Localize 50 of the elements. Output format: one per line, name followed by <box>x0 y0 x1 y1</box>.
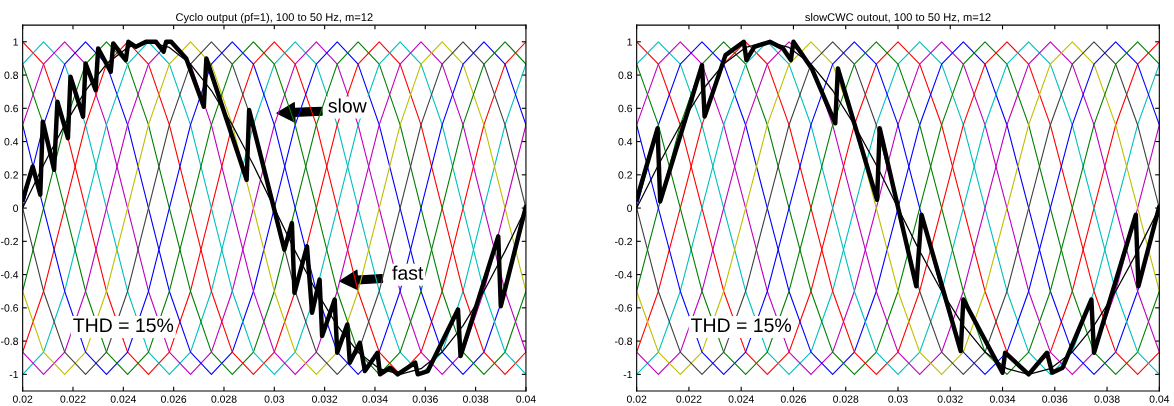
x-tick-label: 0.036 <box>412 395 438 403</box>
y-tick-label: 0.6 <box>618 104 633 113</box>
y-tick-label: -0.4 <box>615 271 633 279</box>
x-tick-label: 0.03 <box>888 395 908 403</box>
annotation: fast <box>392 265 424 280</box>
x-tick-label: 0.032 <box>312 395 338 403</box>
x-tick-label: 0.034 <box>989 395 1016 403</box>
y-tick-label: 0.8 <box>618 71 633 79</box>
y-tick-label: 0.2 <box>4 171 18 179</box>
x-tick-label: 0.026 <box>161 395 187 403</box>
y-tick-label: -1 <box>623 370 632 379</box>
annotation: slow <box>328 98 367 113</box>
x-tick-label: 0.032 <box>937 395 963 403</box>
y-tick-label: 0.4 <box>4 138 19 146</box>
x-tick-label: 0.04 <box>516 395 536 403</box>
y-tick-label: 1 <box>627 38 632 46</box>
y-tick-label: 0 <box>13 204 19 212</box>
annotation: THD = 15% <box>691 318 792 333</box>
x-tick-label: 0.022 <box>676 395 702 403</box>
x-tick-label: 0.024 <box>110 395 137 403</box>
x-tick-label: 0.022 <box>60 395 86 403</box>
y-tick-label: -0.6 <box>615 304 633 312</box>
y-tick-label: 0.6 <box>4 104 19 113</box>
y-tick-label: 0.4 <box>618 138 633 146</box>
x-tick-label: 0.024 <box>728 395 754 403</box>
y-tick-label: -0.2 <box>1 237 18 246</box>
y-tick-label: -0.4 <box>1 271 19 279</box>
x-tick-label: 0.02 <box>12 395 33 403</box>
y-tick-label: -0.2 <box>615 237 632 246</box>
y-tick-label: -0.6 <box>1 304 19 312</box>
x-tick-label: 0.02 <box>626 395 647 403</box>
chart-title: Cyclo output (pf=1), 100 to 50 Hz, m=12 <box>176 12 373 24</box>
y-tick-label: 0.8 <box>4 71 19 79</box>
x-tick-label: 0.038 <box>1094 395 1120 403</box>
x-tick-label: 0.028 <box>211 395 237 403</box>
y-tick-label: 1 <box>13 38 18 46</box>
x-tick-label: 0.03 <box>264 395 284 403</box>
y-tick-label: 0.2 <box>618 171 632 179</box>
chart-title: slowCWC outout, 100 to 50 Hz, m=12 <box>805 12 991 23</box>
annotation: THD = 15% <box>73 318 174 333</box>
x-tick-label: 0.026 <box>780 395 807 403</box>
x-tick-label: 0.038 <box>463 395 489 403</box>
x-tick-label: 0.04 <box>1149 395 1170 403</box>
y-tick-label: -0.8 <box>1 337 19 345</box>
y-tick-label: -1 <box>9 370 18 379</box>
x-tick-label: 0.034 <box>362 395 388 403</box>
x-tick-label: 0.028 <box>833 395 859 403</box>
x-tick-label: 0.036 <box>1042 395 1068 403</box>
y-tick-label: 0 <box>627 204 633 212</box>
y-tick-label: -0.8 <box>615 337 633 345</box>
